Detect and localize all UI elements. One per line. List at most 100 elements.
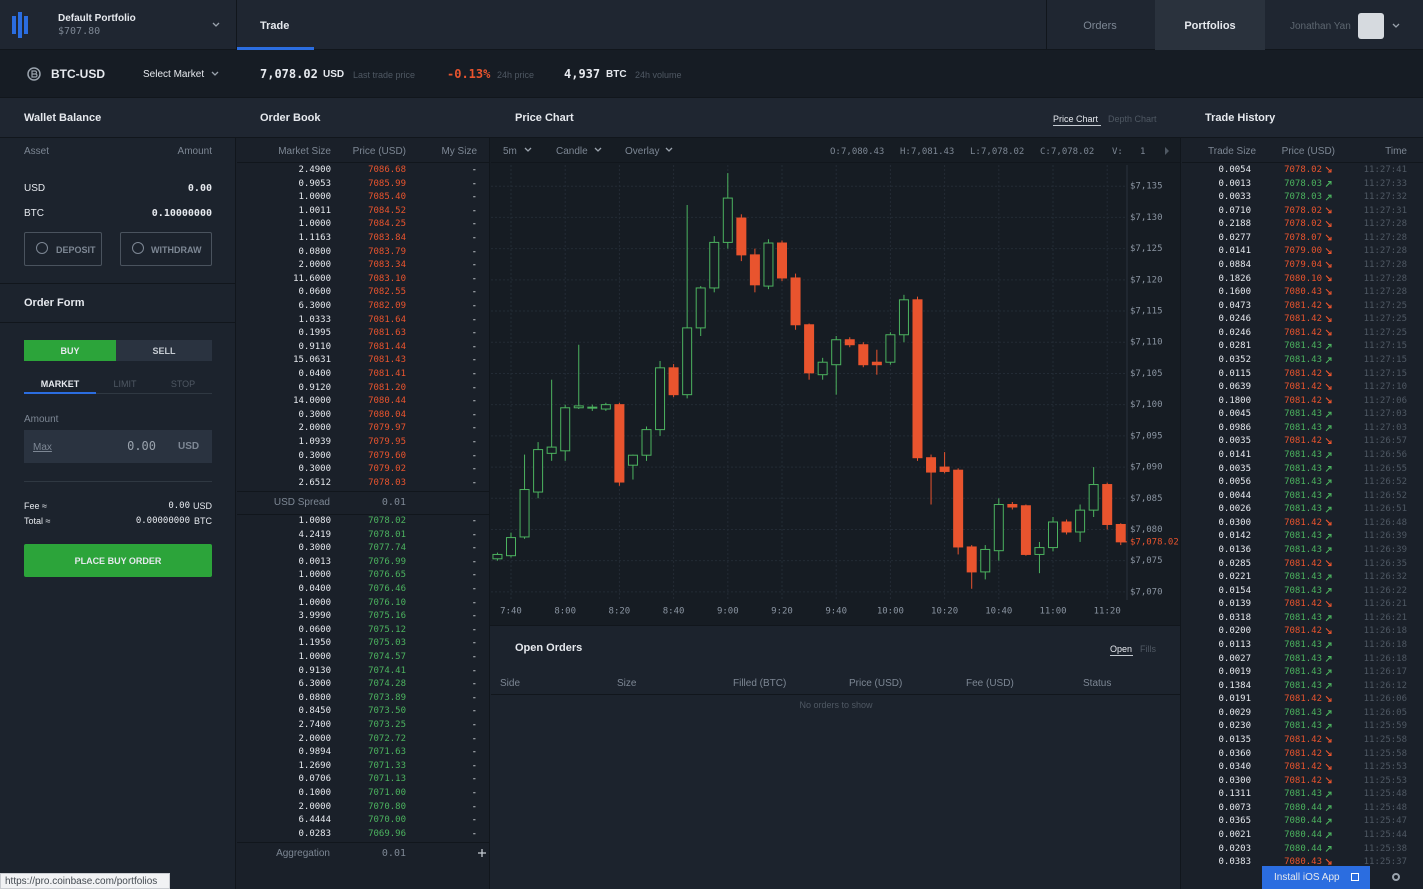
market-size: 2.0000 xyxy=(298,801,331,812)
install-button[interactable] xyxy=(1262,866,1370,889)
my-size: - xyxy=(471,570,477,581)
amount-label: Amount xyxy=(24,414,59,425)
trade-price: 7080.44 xyxy=(1284,816,1322,827)
trade-time: 11:25:58 xyxy=(1363,748,1407,759)
market-pair[interactable]: BTC-USD xyxy=(51,67,105,81)
candle-body xyxy=(953,469,964,548)
my-size: - xyxy=(471,464,477,475)
price-chart-title: Price Chart xyxy=(515,112,574,124)
amount-input[interactable] xyxy=(24,430,212,463)
market-size: 0.0706 xyxy=(298,774,331,785)
price: 7070.80 xyxy=(368,801,406,812)
order-form-title: Order Form xyxy=(24,297,85,309)
select-market[interactable]: Select Market xyxy=(143,69,205,80)
user-name[interactable]: Jonathan Yan xyxy=(1290,21,1351,32)
trade-size: 0.0473 xyxy=(1218,300,1251,311)
y-tick-label: $7,100 xyxy=(1130,400,1163,410)
limit-tab[interactable]: LIMIT xyxy=(113,379,137,389)
y-tick-label: $7,080 xyxy=(1130,525,1163,535)
my-size: - xyxy=(471,205,477,216)
market-size: 2.7400 xyxy=(298,720,331,730)
trade-size: 0.0135 xyxy=(1218,734,1251,745)
fills-tab[interactable]: Fills xyxy=(1140,644,1156,654)
trade-price: 7081.43 xyxy=(1284,680,1322,691)
avatar[interactable] xyxy=(1358,13,1384,39)
trade-price: 7081.42 xyxy=(1284,300,1322,311)
buy-toggle[interactable] xyxy=(24,340,116,361)
amount-unit: USD xyxy=(178,441,200,452)
empty-message: No orders to show xyxy=(799,700,873,710)
candle-body xyxy=(573,405,584,409)
interval-select[interactable]: 5m xyxy=(503,146,517,157)
column-header: Time xyxy=(1385,146,1407,157)
trade-time: 11:26:05 xyxy=(1363,707,1407,718)
tab-underline xyxy=(237,47,314,50)
x-tick-label: 8:00 xyxy=(554,607,576,617)
trade-direction-icon xyxy=(1325,234,1332,241)
market-size: 1.0011 xyxy=(298,205,331,216)
candle-body xyxy=(627,454,638,466)
deposit-button[interactable] xyxy=(24,232,102,266)
trade-history-columns xyxy=(1182,138,1423,163)
trade-time: 11:27:28 xyxy=(1363,246,1407,257)
orders-nav[interactable]: Orders xyxy=(1083,20,1117,32)
market-size: 1.0000 xyxy=(298,192,331,203)
price-chart-view[interactable]: Price Chart xyxy=(1053,114,1099,124)
price: 7073.25 xyxy=(368,720,406,730)
trade-size: 0.0154 xyxy=(1218,585,1251,596)
my-size: - xyxy=(471,815,477,826)
withdraw-button[interactable] xyxy=(120,232,212,266)
trade-direction-icon xyxy=(1325,615,1332,622)
my-size: - xyxy=(471,788,477,798)
trade-time: 11:27:10 xyxy=(1363,382,1407,393)
column-header: Trade Size xyxy=(1208,146,1256,157)
price: 7077.74 xyxy=(368,543,406,554)
place-order-button[interactable] xyxy=(24,544,212,577)
stop-tab[interactable]: STOP xyxy=(170,379,196,389)
portfolio-name[interactable]: Default Portfolio xyxy=(58,13,136,24)
trade-direction-icon xyxy=(1325,275,1332,282)
max-link[interactable]: Max xyxy=(33,442,52,453)
market-size: 0.0400 xyxy=(298,369,331,379)
my-size: - xyxy=(471,396,477,407)
my-size: - xyxy=(471,801,477,812)
candle-body xyxy=(831,339,842,366)
trade-size: 0.0019 xyxy=(1218,667,1251,678)
column-header: Filled (BTC) xyxy=(733,678,787,689)
trade-size: 0.0035 xyxy=(1218,463,1251,474)
x-tick-label: 9:00 xyxy=(717,607,739,617)
trade-price: 7078.02 xyxy=(1284,205,1322,216)
trade-price: 7081.42 xyxy=(1284,694,1322,705)
trade-price: 7081.42 xyxy=(1284,517,1322,528)
trade-direction-icon xyxy=(1325,329,1332,336)
sell-toggle[interactable] xyxy=(116,340,212,361)
column-header: Price (USD) xyxy=(1281,146,1335,157)
overlay-select[interactable]: Overlay xyxy=(625,146,660,157)
status-url: https://pro.coinbase.com/portfolios xyxy=(5,876,158,887)
trade-tab[interactable]: Trade xyxy=(260,20,290,32)
trade-direction-icon xyxy=(1325,736,1332,743)
depth-chart-view[interactable]: Depth Chart xyxy=(1108,114,1157,124)
chevron-icon xyxy=(211,71,219,76)
trade-time: 11:27:25 xyxy=(1363,327,1407,338)
market-tab[interactable]: MARKET xyxy=(40,379,80,389)
trade-time: 11:26:21 xyxy=(1363,612,1407,623)
market-size: 0.3000 xyxy=(298,543,331,554)
style-select[interactable]: Candle xyxy=(556,146,588,157)
trade-time: 11:27:03 xyxy=(1363,409,1407,420)
trade-time: 11:26:18 xyxy=(1363,639,1407,650)
price: 7082.09 xyxy=(368,301,406,311)
portfolios-nav[interactable]: Portfolios xyxy=(1184,20,1236,32)
market-size: 1.0000 xyxy=(298,219,331,230)
trade-direction-icon xyxy=(1325,425,1332,432)
column-header: Amount xyxy=(177,146,212,157)
open-orders-columns xyxy=(491,665,1181,695)
open-tab[interactable]: Open xyxy=(1110,644,1133,654)
trade-price: 7078.03 xyxy=(1284,178,1322,189)
balance: 0.00 xyxy=(187,183,212,194)
top-divider xyxy=(236,0,237,50)
divider xyxy=(0,322,236,323)
trade-price: 7078.02 xyxy=(1284,165,1322,175)
trade-size: 0.0013 xyxy=(1218,178,1251,189)
my-size: - xyxy=(471,301,477,311)
